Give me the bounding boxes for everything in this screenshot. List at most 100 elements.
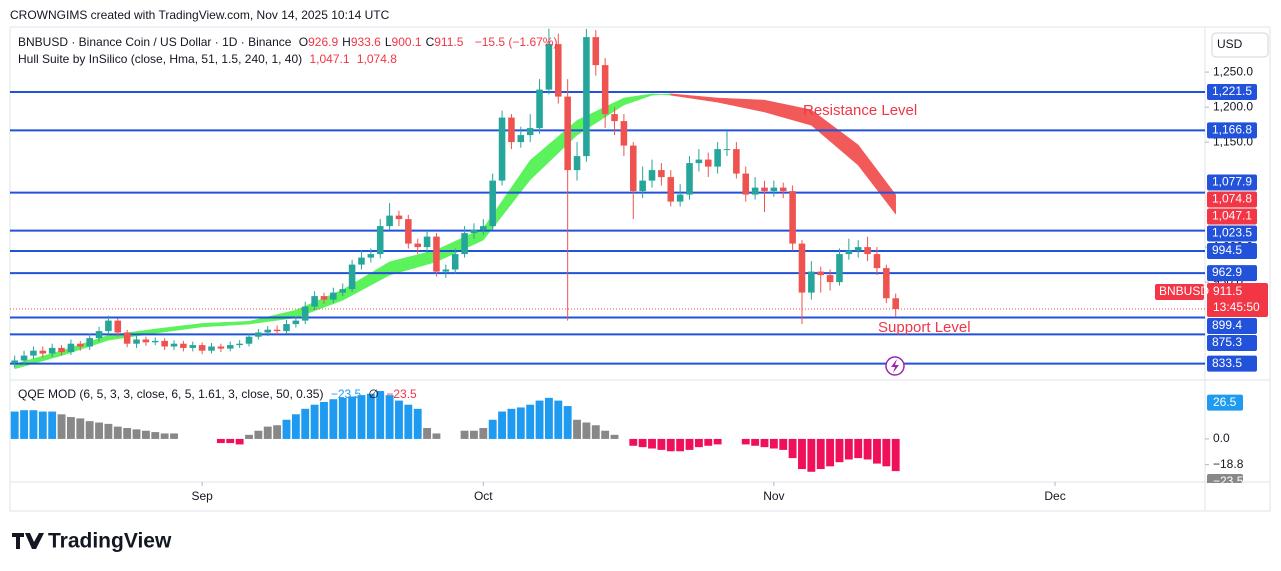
qqe-bar	[357, 395, 366, 439]
qqe-bar	[610, 434, 619, 439]
candle-body	[217, 346, 225, 349]
level-label-box	[1207, 334, 1257, 351]
y-tick-label: 1,250.0	[1213, 64, 1253, 78]
candle-body	[48, 347, 56, 354]
qqe-bar	[554, 400, 563, 439]
qqe-bar	[816, 438, 825, 470]
qqe-bar	[498, 411, 506, 439]
ohlc-value: 926.9	[308, 35, 339, 49]
candle-body	[498, 117, 506, 181]
candle-body	[358, 257, 365, 265]
qqe-bar	[310, 404, 319, 439]
candle-body	[255, 332, 262, 337]
candle-body	[114, 320, 122, 333]
qqe-bar	[85, 421, 94, 439]
qqe-bar	[601, 430, 610, 439]
qqe-bar	[66, 417, 75, 439]
currency-button[interactable]	[1211, 32, 1269, 58]
candle-body	[339, 289, 347, 293]
qqe-bar	[151, 432, 160, 439]
qqe-tick-label: −18.8	[1213, 457, 1244, 471]
x-tick-label: Dec	[1044, 489, 1065, 503]
qqe-bar	[263, 426, 272, 439]
qqe-bar	[882, 438, 891, 467]
symbol-label: BNBUSD	[1159, 284, 1209, 298]
qqe-bar	[573, 419, 581, 439]
ohlc-value: 900.1	[391, 35, 422, 49]
qqe-bar	[10, 411, 19, 439]
qqe-bar	[563, 406, 572, 439]
hull-value: 1,047.1	[309, 52, 350, 66]
candle-body	[573, 156, 581, 171]
qqe-bar	[676, 438, 685, 452]
qqe-bar	[507, 408, 516, 439]
candle-body	[301, 306, 309, 321]
candle-body	[658, 170, 665, 178]
qqe-value: ∅	[368, 387, 379, 401]
qqe-bar	[432, 433, 441, 439]
candle-body	[151, 340, 159, 343]
candle-body	[470, 229, 478, 234]
qqe-bar	[57, 414, 66, 439]
qqe-bar	[291, 414, 300, 439]
candle-body	[142, 339, 150, 343]
candle-body	[320, 296, 328, 300]
candle-body	[508, 117, 515, 143]
qqe-bar	[591, 425, 600, 439]
qqe-bar	[348, 396, 357, 439]
qqe-bar	[320, 401, 328, 439]
qqe-bar	[273, 425, 282, 439]
brand-logo	[12, 533, 44, 549]
annotation: Resistance Level	[803, 102, 917, 119]
candle-body	[742, 173, 750, 195]
qqe-bar	[123, 427, 132, 439]
qqe-bar	[873, 438, 881, 464]
qqe-tick-label: 26.5	[1213, 395, 1237, 409]
candle-body	[330, 292, 337, 300]
candle-body	[405, 219, 412, 244]
candle-body	[545, 44, 553, 90]
candle-body	[480, 226, 487, 230]
qqe-bar	[666, 438, 675, 452]
candle-body	[526, 128, 534, 136]
qqe-bar	[226, 438, 235, 444]
hull-label: 1,074.8	[1212, 192, 1252, 206]
qqe-bar	[854, 438, 863, 459]
candle-body	[442, 269, 450, 272]
candle-body	[39, 350, 47, 354]
qqe-bar	[376, 391, 385, 439]
qqe-bar	[216, 438, 225, 444]
candle-body	[11, 360, 18, 363]
qqe-bar	[132, 429, 141, 439]
price-label-box	[1207, 282, 1268, 317]
hull-band	[717, 97, 765, 113]
candle-body	[695, 159, 703, 164]
qqe-bar	[338, 397, 347, 439]
countdown: 13:45:50	[1213, 300, 1260, 314]
candle-body	[105, 320, 112, 332]
qqe-bar	[657, 438, 666, 450]
candle-body	[704, 159, 712, 167]
candle-body	[170, 343, 178, 347]
hull-label-box	[1207, 191, 1257, 208]
hull-band	[651, 93, 672, 96]
candle-body	[873, 254, 881, 269]
currency[interactable]: USD	[1217, 37, 1243, 51]
qqe-bar	[235, 438, 244, 445]
candle-body	[133, 339, 140, 344]
candle-body	[95, 331, 103, 339]
candle-body	[348, 264, 356, 290]
candle-body	[789, 191, 796, 244]
level-label: 833.5	[1212, 356, 1242, 370]
qqe-bar	[648, 438, 656, 449]
price-label: 911.5	[1213, 284, 1242, 298]
candle-body	[714, 149, 721, 167]
candle-body	[592, 37, 600, 66]
qqe-bar	[366, 393, 375, 439]
candle-body	[686, 163, 693, 195]
hull-name: Hull Suite by InSilico (close, Hma, 51, …	[18, 52, 303, 66]
candle-body	[629, 145, 637, 192]
candle-body	[414, 243, 421, 248]
qqe-name: QQE MOD (6, 5, 3, 3, close, 6, 5, 1.61, …	[18, 387, 324, 401]
qqe-bar	[779, 438, 788, 450]
